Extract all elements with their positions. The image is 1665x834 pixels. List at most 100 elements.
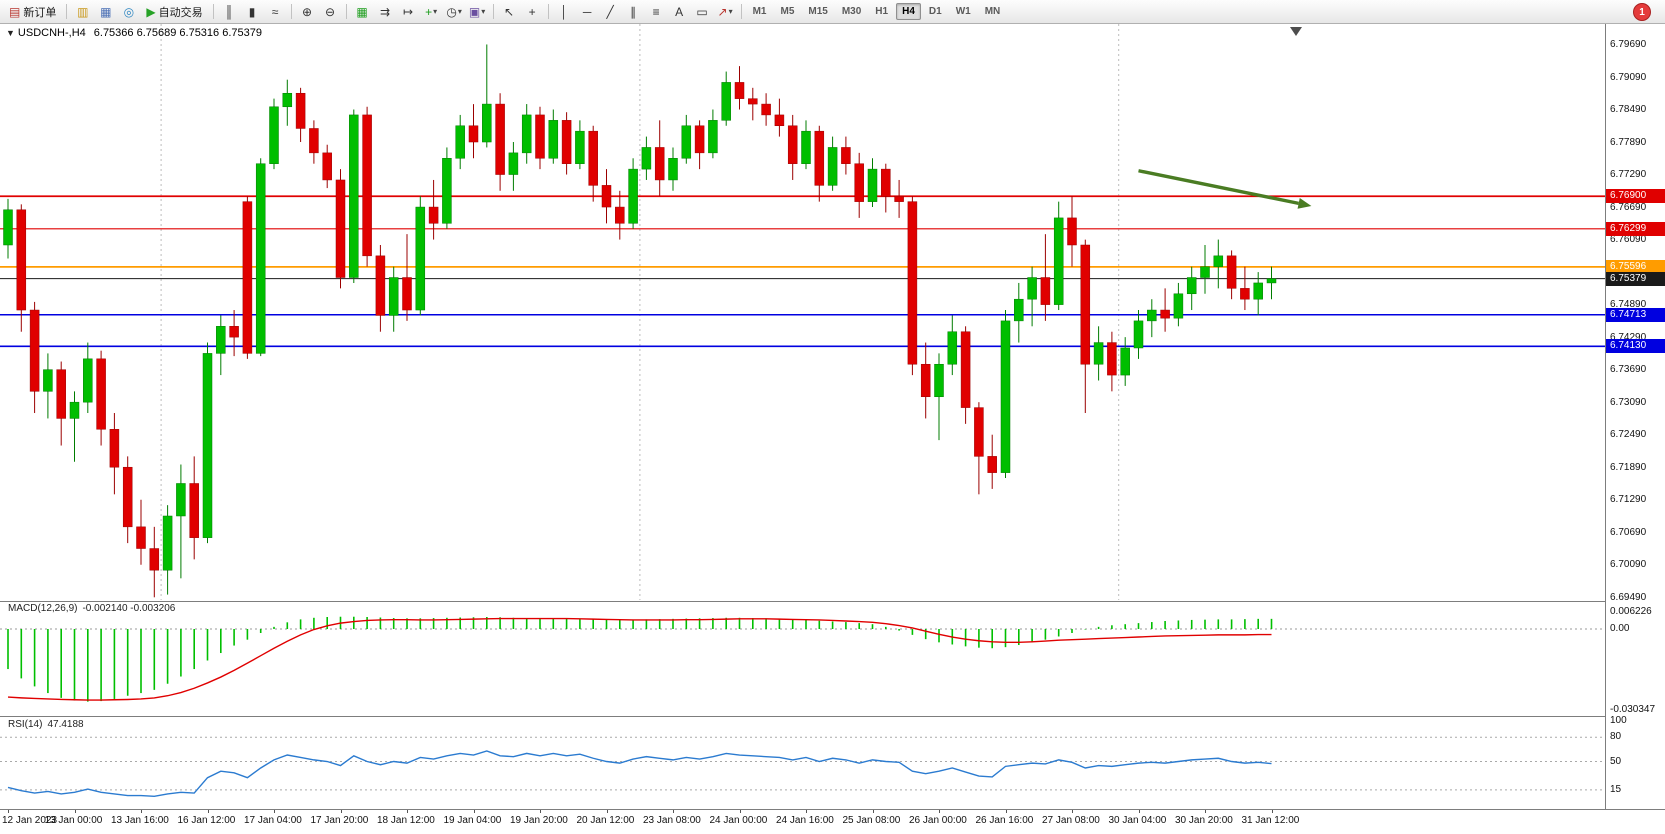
market-watch-button[interactable]: ▥: [71, 1, 94, 22]
toolbar: ▤ 新订单 ▥ ▦ ◎ ▶ 自动交易 ║ ▮ ≈ ⊕ ⊖ ▦ ⇉ ↦ + ▾ ◷ ▾ ▣ ▾ ↖ + │ ─ ╱ ∥ ≡ A ▭ ↗ ▾ M1 M…: [0, 0, 1665, 24]
new-order-button[interactable]: ▤ 新订单: [3, 1, 62, 22]
time-axis[interactable]: 12 Jan 2023 13 Jan 00:00 13 Jan 16:00 16 Ja…: [0, 809, 1665, 834]
chevron-down-icon[interactable]: ▾: [457, 7, 462, 16]
chevron-down-icon[interactable]: ▾: [481, 7, 486, 16]
time-tick: [274, 810, 275, 813]
price-axis[interactable]: 6.79690 6.79090 6.78490 6.77890 6.77290 6.766…: [1605, 23, 1665, 833]
auto-scroll-button[interactable]: ⇉: [374, 1, 397, 22]
time-axis-label: 24 Jan 00:00: [709, 815, 768, 826]
bullish-candle: [668, 158, 678, 181]
text-label-button[interactable]: ▭: [691, 1, 714, 22]
trendline-icon: ╱: [606, 4, 614, 19]
data-window-icon: ▦: [100, 4, 112, 19]
price-marker-6.76299: 6.76299: [1606, 221, 1665, 236]
chart-shift-button[interactable]: ↦: [397, 1, 420, 22]
bearish-candle: [907, 201, 918, 365]
bullish-candle: [628, 168, 638, 224]
autotrading-button[interactable]: ▶ 自动交易: [140, 1, 208, 22]
notification-badge[interactable]: 1: [1633, 3, 1651, 21]
channel-icon: ∥: [630, 4, 637, 19]
time-axis-label: 13 Jan 00:00: [44, 815, 103, 826]
timeframe-w1-button[interactable]: W1: [955, 6, 971, 17]
macd-values: -0.002140 -0.003206: [82, 603, 176, 614]
time-tick: [540, 810, 541, 813]
bullish-candle: [1186, 277, 1197, 295]
time-axis-label: 17 Jan 20:00: [310, 815, 369, 826]
text-button[interactable]: A: [668, 1, 691, 22]
chart-shift-marker[interactable]: [1290, 27, 1302, 36]
trendline-button[interactable]: ╱: [599, 1, 622, 22]
bullish-candle: [1266, 278, 1277, 284]
indicators-button[interactable]: + ▾: [420, 1, 443, 22]
bullish-candle: [176, 483, 186, 517]
timeframe-m15-button[interactable]: M15: [808, 6, 828, 17]
chevron-down-icon[interactable]: ▾: [433, 7, 438, 16]
bullish-candle: [947, 331, 958, 365]
autotrading-button-label: 自动交易: [158, 6, 203, 19]
line-chart-button[interactable]: ≈: [264, 1, 287, 22]
chevron-down-icon[interactable]: ▾: [728, 7, 733, 16]
timeframe-m5-button[interactable]: M5: [780, 6, 795, 17]
price-axis-label: 6.76690: [1610, 201, 1647, 213]
price-axis-label: 6.73090: [1610, 396, 1647, 408]
bearish-candle: [16, 209, 27, 311]
bullish-candle: [681, 125, 692, 159]
timeframe-d1-button[interactable]: D1: [928, 6, 942, 17]
periods-button[interactable]: ◷ ▾: [443, 1, 466, 22]
bullish-candle: [1173, 293, 1184, 319]
ohlc-bars-button[interactable]: ║: [218, 1, 241, 22]
time-axis-label: 26 Jan 00:00: [909, 815, 967, 826]
bullish-candle: [349, 114, 359, 278]
bullish-candle: [269, 106, 279, 164]
bullish-candle: [508, 152, 519, 175]
price-axis-label: 6.76090: [1610, 234, 1647, 246]
channel-button[interactable]: ∥: [622, 1, 645, 22]
timeframe-m1-button[interactable]: M1: [752, 6, 767, 17]
price-axis-label: 6.69490: [1610, 591, 1647, 603]
zoom-in-button[interactable]: ⊕: [296, 1, 319, 22]
crosshair-button[interactable]: +: [521, 1, 544, 22]
time-axis-label: 12 Jan 2023: [2, 815, 58, 826]
templates-button[interactable]: ▣ ▾: [466, 1, 489, 22]
candlestick-button[interactable]: ▮: [241, 1, 264, 22]
tile-windows-button[interactable]: ▦: [351, 1, 374, 22]
bearish-candle: [149, 548, 160, 571]
horizontal-line-button[interactable]: ─: [576, 1, 599, 22]
arrows-button[interactable]: ↗ ▾: [714, 1, 737, 22]
timeframe-h1-button[interactable]: H1: [875, 6, 889, 17]
bearish-candle: [362, 114, 372, 257]
bullish-candle: [548, 120, 559, 159]
vertical-line-button[interactable]: │: [553, 1, 576, 22]
toolbar-separator: [66, 4, 68, 19]
time-tick: [473, 810, 475, 813]
timeframe-h4-button[interactable]: H4: [896, 3, 921, 20]
template-icon: ▣: [468, 4, 481, 19]
time-axis-label: 13 Jan 16:00: [111, 815, 169, 826]
one-click-trading-arrow-icon[interactable]: ▼: [6, 28, 15, 38]
data-window-button[interactable]: ▦: [94, 1, 117, 22]
bearish-candle: [841, 147, 851, 164]
bullish-candle: [721, 82, 731, 121]
tile-windows-icon: ▦: [356, 4, 368, 19]
timeframe-m30-button[interactable]: M30: [841, 6, 862, 17]
zoom-out-button[interactable]: ⊖: [319, 1, 342, 22]
bearish-candle: [56, 369, 66, 419]
bearish-candle: [535, 114, 545, 159]
bearish-candle: [229, 326, 239, 338]
time-tick: [207, 810, 209, 813]
cursor-button[interactable]: ↖: [498, 1, 521, 22]
navigator-button[interactable]: ◎: [117, 1, 140, 22]
trend-arrow-head[interactable]: [1297, 197, 1312, 209]
fibonacci-button[interactable]: ≡: [645, 1, 668, 22]
bearish-candle: [854, 163, 864, 202]
bearish-candle: [402, 277, 412, 311]
time-axis-label: 30 Jan 20:00: [1175, 815, 1233, 826]
bearish-candle: [29, 309, 40, 392]
bearish-candle: [375, 255, 386, 316]
bearish-candle: [974, 407, 984, 457]
bearish-candle: [561, 120, 572, 164]
timeframe-mn-button[interactable]: MN: [984, 6, 1001, 17]
bullish-candle: [1213, 255, 1224, 267]
trend-arrow-line[interactable]: [1138, 169, 1300, 206]
